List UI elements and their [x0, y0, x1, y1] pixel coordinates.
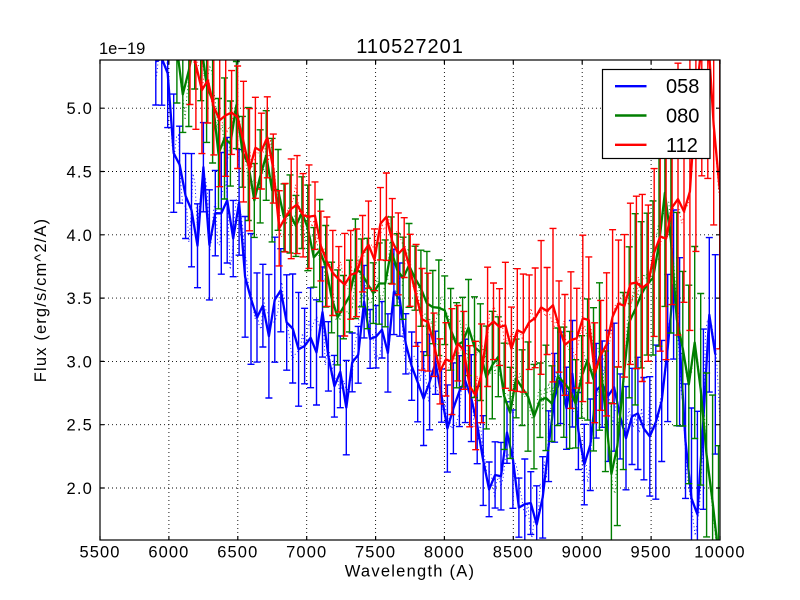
svg-text:058: 058: [666, 76, 699, 98]
svg-text:2.5: 2.5: [66, 417, 93, 435]
svg-text:6500: 6500: [217, 544, 258, 562]
svg-text:4.0: 4.0: [66, 227, 93, 245]
svg-text:9500: 9500: [631, 544, 672, 562]
svg-text:2.0: 2.0: [66, 480, 93, 498]
svg-text:6000: 6000: [148, 544, 189, 562]
svg-text:080: 080: [666, 106, 699, 128]
svg-text:Wavelength (A): Wavelength (A): [345, 563, 476, 581]
svg-text:3.0: 3.0: [66, 353, 93, 371]
svg-text:5.0: 5.0: [66, 100, 93, 118]
svg-text:8500: 8500: [493, 544, 534, 562]
svg-text:5500: 5500: [79, 544, 120, 562]
svg-text:110527201: 110527201: [356, 36, 464, 58]
svg-text:8000: 8000: [424, 544, 465, 562]
svg-text:3.5: 3.5: [66, 290, 93, 308]
svg-text:10000: 10000: [694, 544, 745, 562]
svg-text:4.5: 4.5: [66, 164, 93, 182]
svg-text:1e−19: 1e−19: [99, 40, 145, 58]
svg-text:9000: 9000: [562, 544, 603, 562]
svg-text:Flux (erg/s/cm^2/A): Flux (erg/s/cm^2/A): [32, 218, 50, 382]
svg-text:7000: 7000: [286, 544, 327, 562]
svg-text:112: 112: [666, 135, 698, 157]
svg-text:7500: 7500: [355, 544, 396, 562]
